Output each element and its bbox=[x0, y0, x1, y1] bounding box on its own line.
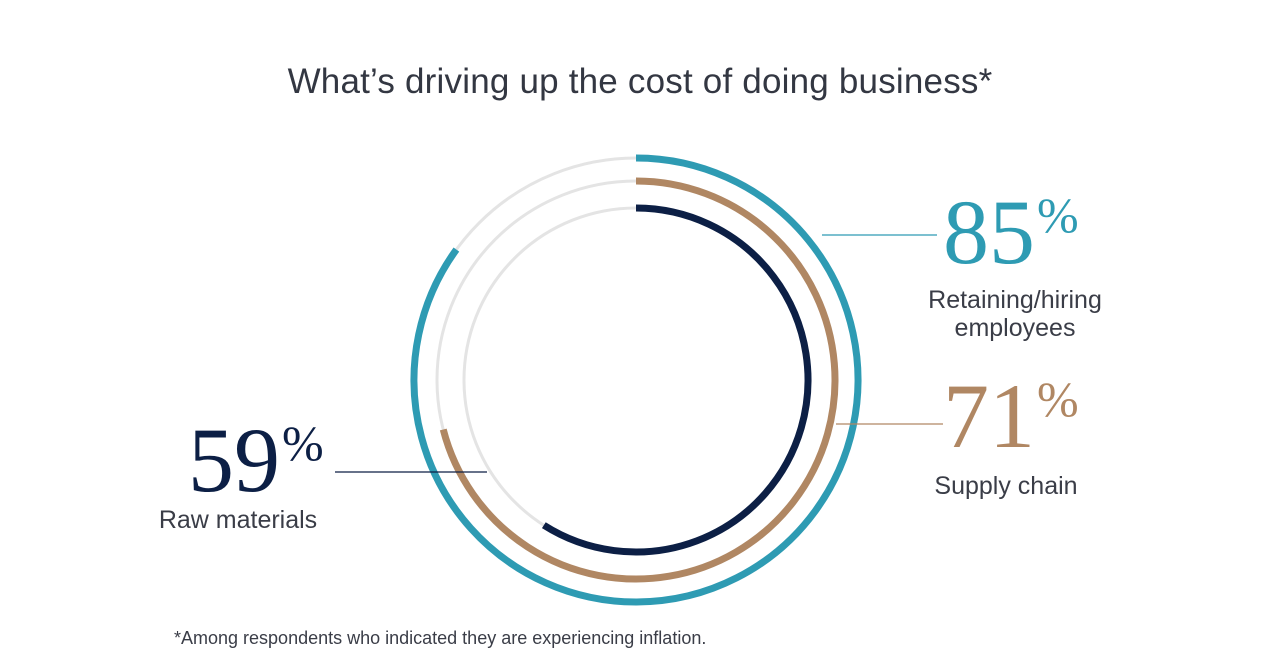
ring-bar-retaining-hiring bbox=[410, 154, 862, 606]
value-number: 59 bbox=[188, 409, 280, 511]
value-label-raw-materials: 59% bbox=[188, 414, 324, 506]
category-label-supply-chain: Supply chain bbox=[934, 472, 1078, 500]
value-label-retaining-hiring: 85% bbox=[943, 186, 1079, 278]
percent-sign: % bbox=[1037, 187, 1079, 243]
percent-sign: % bbox=[1037, 371, 1079, 427]
value-number: 71 bbox=[943, 365, 1035, 467]
value-label-supply-chain: 71% bbox=[943, 370, 1079, 462]
percent-sign: % bbox=[282, 415, 324, 471]
footnote: *Among respondents who indicated they ar… bbox=[174, 628, 707, 648]
category-label-retaining-hiring: Retaining/hiring employees bbox=[928, 286, 1102, 342]
ring-bar-supply-chain bbox=[439, 177, 839, 583]
ring-bar-raw-materials bbox=[541, 204, 812, 556]
value-number: 85 bbox=[943, 181, 1035, 283]
chart-title: What’s driving up the cost of doing busi… bbox=[287, 62, 993, 101]
category-label-raw-materials: Raw materials bbox=[158, 506, 318, 534]
